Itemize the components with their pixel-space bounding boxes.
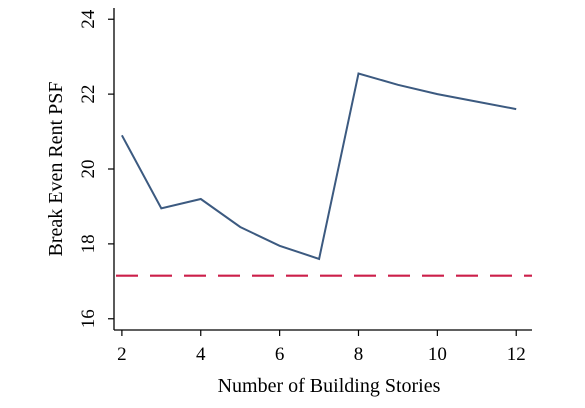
y-axis-title: Break Even Rent PSF <box>45 82 67 257</box>
y-tick-label: 22 <box>78 85 99 104</box>
x-tick-label: 4 <box>196 344 206 365</box>
x-axis: 2 4 6 8 10 12 <box>114 329 532 365</box>
x-tick-label: 12 <box>507 344 526 365</box>
x-tick-label: 10 <box>428 344 447 365</box>
x-axis-title: Number of Building Stories <box>218 375 441 397</box>
x-tick-label: 8 <box>354 344 364 365</box>
y-tick-label: 20 <box>78 160 99 179</box>
x-tick-label: 2 <box>117 344 127 365</box>
y-tick-label: 16 <box>78 309 99 328</box>
y-tick-label: 24 <box>78 9 99 29</box>
plot-area <box>116 72 532 277</box>
y-tick-label: 18 <box>78 234 99 253</box>
x-tick-label: 6 <box>275 344 285 365</box>
series-line <box>121 72 517 261</box>
y-axis: 16 18 20 22 24 <box>78 8 115 330</box>
